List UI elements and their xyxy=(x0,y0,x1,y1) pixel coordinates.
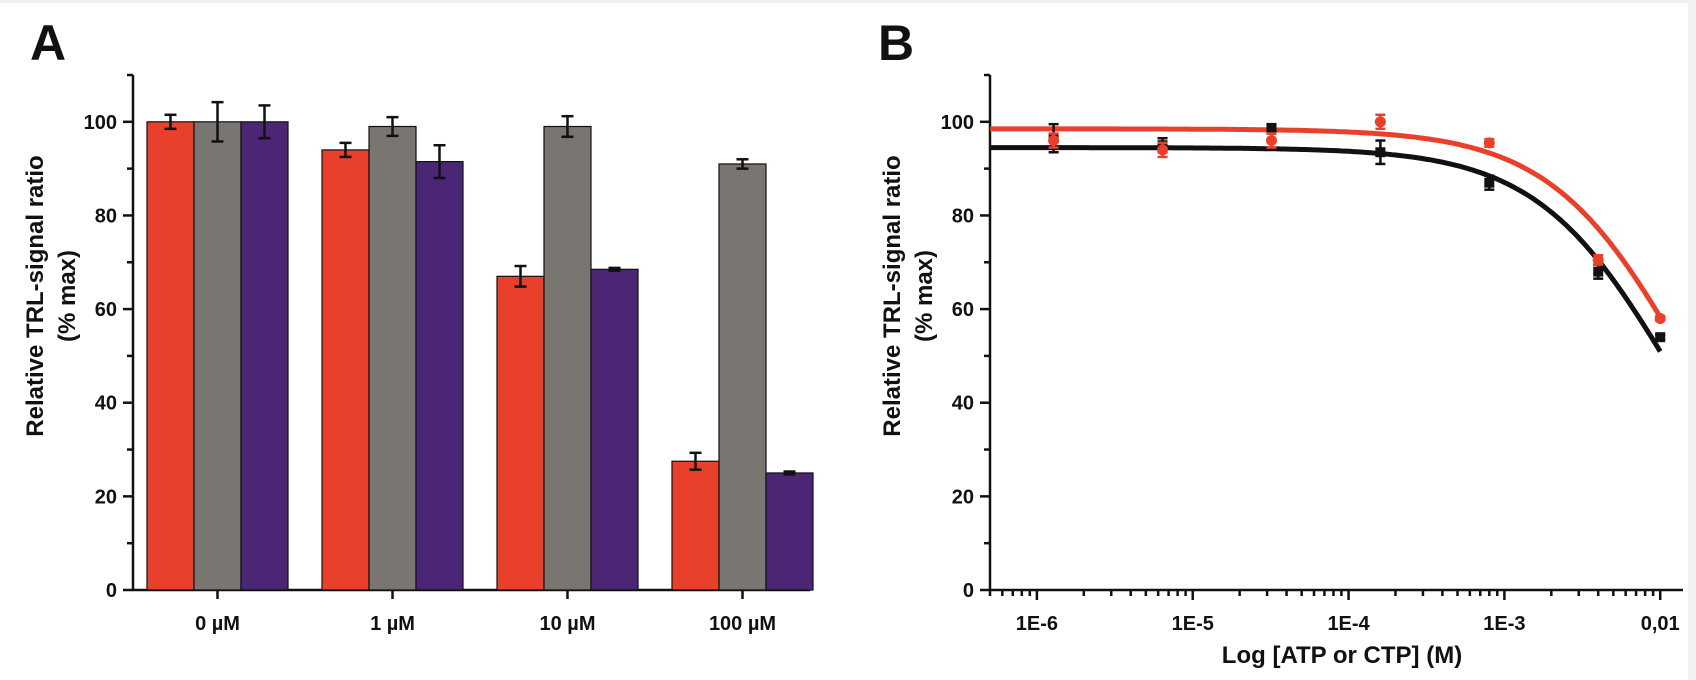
panel-b-x-tick-label: 1E-3 xyxy=(1483,613,1525,635)
panel-b-point-black xyxy=(1655,332,1666,343)
panel-b-x-tick-label: 0,01 xyxy=(1641,613,1680,635)
panel-b-data-points xyxy=(1048,113,1666,343)
panel-a-error-bar xyxy=(258,104,271,140)
panel-b-point-red xyxy=(1483,137,1495,149)
panel-b-x-tick-label: 1E-5 xyxy=(1172,613,1214,635)
panel-a-error-bar xyxy=(514,264,527,288)
panel-b-point-red xyxy=(1157,141,1169,159)
panel-b-fit-curves xyxy=(990,126,1663,353)
panel-b-y-tick-label: 80 xyxy=(952,205,974,227)
panel-a-bar-grey xyxy=(368,125,417,591)
panel-a-bar-purple xyxy=(415,161,464,591)
panel-a-y-tick-label: 0 xyxy=(106,580,117,602)
panel-a-y-tick-label: 60 xyxy=(95,299,117,321)
panel-a-bar-purple xyxy=(765,472,814,591)
panel-a-error-bar xyxy=(608,266,621,272)
panel-b: B Relative TRL-signal ratio (% max) Log … xyxy=(878,15,1683,669)
panel-a-bar-purple xyxy=(590,268,639,591)
panel-a-x-tick-label: 100 µM xyxy=(709,613,776,635)
panel-b-y-axis-subtitle: (% max) xyxy=(911,250,938,342)
panel-b-point-red xyxy=(1265,132,1277,149)
panel-a: A Relative TRL-signal ratio (% max) 0 20 4… xyxy=(22,15,814,635)
panel-a-error-bar xyxy=(339,141,352,159)
panel-a-tick-labels: 0 20 40 60 80 100 0 µM 1 µM 10 µM 100 µM xyxy=(84,112,776,635)
panel-a-label: A xyxy=(30,15,66,71)
panel-b-point-red xyxy=(1592,254,1604,266)
panel-b-y-tick-label: 20 xyxy=(952,486,974,508)
panel-b-point-red xyxy=(1048,132,1060,149)
panel-b-point-black xyxy=(1593,263,1604,280)
panel-a-bar-grey xyxy=(193,121,242,591)
panel-b-tick-labels: 0 20 40 60 80 100 1E-6 1E-5 1E-4 1E-3 0,01 xyxy=(941,112,1680,635)
panel-b-fit-curve-black xyxy=(990,145,1663,353)
panel-a-error-bar xyxy=(211,100,224,143)
panel-a-x-tick-label: 10 µM xyxy=(540,613,596,635)
panel-a-error-bar xyxy=(783,470,796,476)
panel-a-y-axis-title: Relative TRL-signal ratio xyxy=(22,155,49,436)
panel-b-x-tick-label: 1E-6 xyxy=(1016,613,1058,635)
panel-a-error-bar xyxy=(689,451,702,471)
panel-a-y-axis-subtitle: (% max) xyxy=(54,250,81,342)
panel-a-y-tick-label: 100 xyxy=(84,112,117,134)
panel-b-point-red xyxy=(1654,312,1666,324)
panel-b-y-tick-label: 100 xyxy=(941,112,974,134)
panel-b-point-black xyxy=(1484,174,1495,191)
panel-a-error-bar xyxy=(561,114,574,139)
right-edge-shade xyxy=(1688,0,1696,680)
panel-b-axes xyxy=(980,73,1683,600)
panel-b-y-axis-title: Relative TRL-signal ratio xyxy=(879,155,906,436)
panel-b-y-tick-label: 60 xyxy=(952,299,974,321)
panel-a-bars xyxy=(146,121,814,591)
panel-a-error-bars xyxy=(164,100,796,476)
panel-b-point-black xyxy=(1375,139,1386,166)
panel-a-y-tick-label: 40 xyxy=(95,393,117,415)
panel-b-fit-curve-red xyxy=(990,126,1663,319)
panel-a-error-bar xyxy=(386,115,399,138)
panel-a-x-tick-label: 0 µM xyxy=(195,613,240,635)
panel-a-y-tick-label: 20 xyxy=(95,486,117,508)
panel-b-point-red xyxy=(1374,113,1386,131)
panel-b-y-tick-label: 0 xyxy=(963,580,974,602)
panel-a-bar-grey xyxy=(543,125,592,591)
panel-a-bar-purple xyxy=(240,121,289,591)
panel-a-x-tick-label: 1 µM xyxy=(370,613,415,635)
panel-a-bar-red xyxy=(671,460,720,591)
panel-b-x-tick-label: 1E-4 xyxy=(1327,613,1370,635)
panel-a-bar-red xyxy=(321,149,370,591)
top-strip xyxy=(0,0,1696,3)
panel-b-x-axis-title: Log [ATP or CTP] (M) xyxy=(1222,642,1462,669)
panel-a-error-bar xyxy=(433,143,446,180)
panel-a-y-tick-label: 80 xyxy=(95,205,117,227)
panel-a-bar-grey xyxy=(718,163,767,591)
panel-a-bar-red xyxy=(496,275,545,591)
panel-a-bar-red xyxy=(146,121,195,591)
panel-b-y-tick-label: 40 xyxy=(952,393,974,415)
panel-b-label: B xyxy=(878,15,914,71)
panel-a-error-bar xyxy=(736,158,749,170)
panel-a-error-bar xyxy=(164,113,177,131)
